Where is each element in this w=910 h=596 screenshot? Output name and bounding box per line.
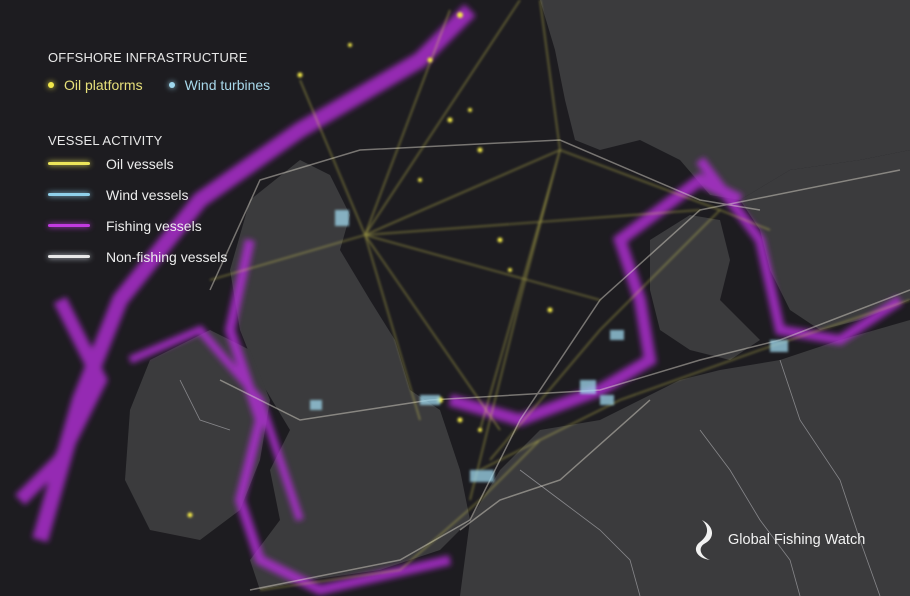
legend-label: Non-fishing vessels [106,248,228,265]
europe [460,320,910,596]
fishing-activity [15,4,903,596]
dot-icon [168,82,175,88]
legend-label: Wind vessels [106,186,189,203]
legend-item-oil-vessels: Oil vessels [48,148,296,179]
denmark [650,215,760,360]
fish-logo-icon [695,520,713,560]
legend-item-non-fishing-vessels: Non-fishing vessels [48,241,296,272]
legend-item-fishing-vessels: Fishing vessels [48,210,296,241]
global-fishing-watch-logo: Global Fishing Watch [690,518,865,562]
line-swatch-icon [48,224,90,227]
oil-vessel-tracks [209,0,910,591]
legend-label: Oil platforms [64,77,143,93]
infrastructure-title: OFFSHORE INFRASTRUCTURE [48,50,248,65]
legend-item-oil-platforms: Oil platforms [48,77,143,93]
legend-label: Oil vessels [106,155,174,172]
legend-label: Wind turbines [184,77,271,93]
sweden [740,150,910,330]
line-swatch-icon [48,162,90,165]
norway [540,0,910,200]
legend: OFFSHORE INFRASTRUCTURE Oil platforms Wi… [48,50,296,272]
wind-turbines [310,210,788,482]
dot-icon [48,82,54,88]
logo-text: Global Fishing Watch [728,532,866,548]
infrastructure-legend: Oil platforms Wind turbines [48,77,296,93]
line-swatch-icon [48,255,90,258]
land [125,0,910,596]
legend-item-wind-turbines: Wind turbines [168,77,271,93]
legend-item-wind-vessels: Wind vessels [48,179,296,210]
vessel-title: VESSEL ACTIVITY [48,133,163,148]
borders [179,359,881,596]
ireland [125,330,270,540]
line-swatch-icon [48,193,90,196]
legend-label: Fishing vessels [106,217,202,234]
vessel-legend: VESSEL ACTIVITY Oil vessels Wind vessels… [48,133,296,272]
